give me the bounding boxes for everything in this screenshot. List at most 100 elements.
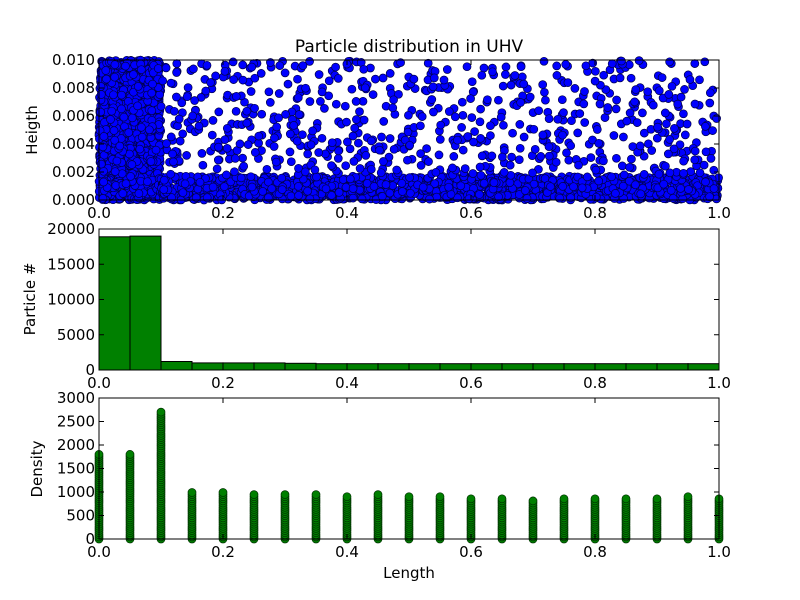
particle-point xyxy=(327,191,336,200)
particle-point xyxy=(449,152,459,161)
particle-point xyxy=(476,171,486,180)
particle-point xyxy=(376,168,386,178)
particle-point xyxy=(680,85,689,94)
y-tick-label: 2000 xyxy=(57,436,95,454)
particle-point xyxy=(444,182,454,192)
particle-point xyxy=(378,73,388,83)
particle-point xyxy=(134,189,144,198)
particle-point xyxy=(194,121,204,131)
particle-point xyxy=(331,99,341,109)
particle-point xyxy=(457,123,466,132)
particle-point xyxy=(662,119,671,129)
particle-point xyxy=(238,75,248,85)
x-tick-label: 0.2 xyxy=(211,374,235,392)
particle-point xyxy=(298,130,307,140)
particle-point xyxy=(434,150,444,160)
particle-point xyxy=(117,90,126,100)
particle-point xyxy=(609,131,619,140)
particle-point xyxy=(515,120,525,129)
histogram-bar xyxy=(284,362,317,371)
particle-point xyxy=(110,167,120,176)
particle-point xyxy=(340,101,350,111)
y-tick-label: 2500 xyxy=(57,413,95,431)
particle-point xyxy=(147,88,157,98)
particle-point xyxy=(257,109,267,119)
particle-point xyxy=(510,71,520,80)
y-axis-label: Heigth xyxy=(23,105,41,155)
particle-point xyxy=(117,104,126,114)
particle-point xyxy=(626,73,636,83)
particle-point xyxy=(303,186,312,196)
y-tick-label: 0.010 xyxy=(52,51,95,69)
particle-point xyxy=(169,157,178,167)
particle-point xyxy=(417,112,427,121)
particle-point xyxy=(345,174,355,184)
particle-point xyxy=(300,167,310,177)
particle-point xyxy=(354,138,363,148)
particle-point xyxy=(558,130,567,140)
particle-point xyxy=(425,194,434,204)
particle-point xyxy=(558,182,568,191)
particle-point xyxy=(416,149,425,158)
particle-point xyxy=(468,169,478,178)
particle-point xyxy=(416,121,425,131)
particle-point xyxy=(324,76,334,86)
particle-point xyxy=(653,122,662,132)
particle-point xyxy=(172,59,182,68)
particle-point xyxy=(685,75,695,84)
particle-point xyxy=(159,185,169,194)
x-tick-label: 1.0 xyxy=(707,204,731,222)
particle-point xyxy=(479,63,489,73)
particle-point xyxy=(611,104,621,114)
particle-point xyxy=(659,179,669,189)
particle-point xyxy=(631,180,640,190)
particle-point xyxy=(166,78,176,88)
particle-point xyxy=(220,66,230,76)
density-points xyxy=(94,407,724,544)
density-point xyxy=(590,494,600,504)
particle-point xyxy=(301,83,310,93)
particle-point xyxy=(594,176,604,186)
particle-point xyxy=(439,75,449,85)
density-point xyxy=(652,494,662,504)
particle-point xyxy=(429,107,438,117)
particle-point xyxy=(529,124,539,134)
particle-point xyxy=(536,152,546,161)
histogram-bar xyxy=(160,361,193,371)
particle-point xyxy=(327,138,337,148)
particle-point xyxy=(612,95,621,105)
particle-point xyxy=(110,72,120,82)
particle-point xyxy=(350,123,360,133)
particle-point xyxy=(590,76,600,86)
particle-point xyxy=(222,123,232,133)
particle-point xyxy=(660,108,670,118)
particle-point xyxy=(355,107,364,116)
y-tick-label: 0.008 xyxy=(52,79,95,97)
x-axis-label: Length xyxy=(383,564,435,582)
particle-point xyxy=(561,60,571,69)
particle-point xyxy=(538,80,548,89)
particle-point xyxy=(126,172,135,181)
histogram-bar xyxy=(222,362,255,371)
particle-point xyxy=(564,155,574,165)
x-tick-label: 0.4 xyxy=(335,204,359,222)
particle-point xyxy=(385,69,395,78)
histogram-bar xyxy=(129,235,162,371)
particle-point xyxy=(574,160,583,170)
particle-point xyxy=(348,184,358,193)
density-point xyxy=(280,490,290,499)
particle-point xyxy=(286,157,296,167)
particle-point xyxy=(406,188,415,198)
particle-point xyxy=(709,184,719,193)
particle-point xyxy=(625,162,634,172)
particle-point xyxy=(580,118,590,127)
x-tick-label: 1.0 xyxy=(707,374,731,392)
particle-point xyxy=(666,186,676,195)
particle-point xyxy=(137,65,146,75)
particle-point xyxy=(230,154,240,163)
particle-point xyxy=(552,71,562,80)
particle-point xyxy=(352,115,361,124)
y-tick-label: 0.004 xyxy=(52,135,95,153)
particle-point xyxy=(435,135,445,144)
particle-point xyxy=(361,151,371,160)
